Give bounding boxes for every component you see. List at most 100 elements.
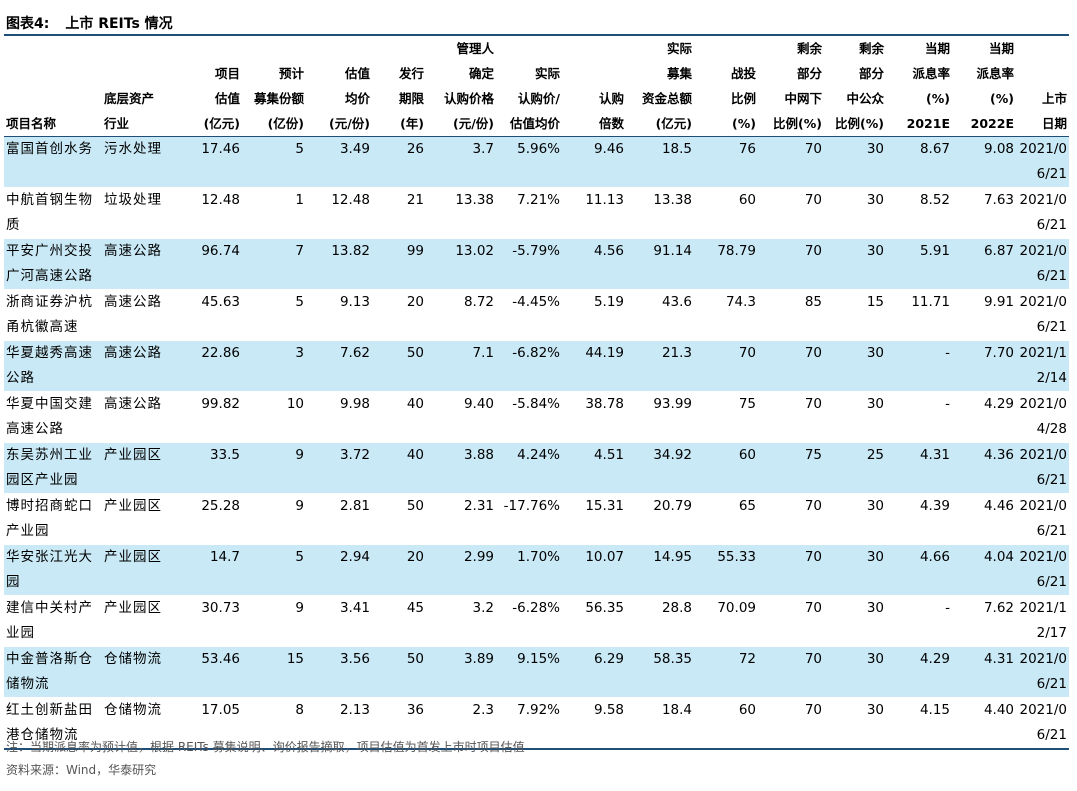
header-public-line: 比例(%) bbox=[835, 116, 884, 131]
table-title: 图表4: 上市 REITs 情况 bbox=[6, 13, 173, 33]
cell-yield21: 4.31 bbox=[886, 442, 952, 494]
cell-sub_price: 2.99 bbox=[426, 544, 496, 596]
header-name: 项目名称 bbox=[4, 36, 102, 137]
header-sub_ratio-line: 实际 bbox=[534, 66, 560, 81]
cell-industry: 产业园区 bbox=[102, 544, 180, 596]
cell-yield22: 4.04 bbox=[952, 544, 1016, 596]
cell-date: 2021/06/21 bbox=[1016, 646, 1069, 698]
cell-times: 56.35 bbox=[562, 595, 626, 647]
header-raised-line: 资金总额 bbox=[641, 91, 692, 106]
cell-term: 40 bbox=[372, 442, 426, 494]
cell-shares: 9 bbox=[242, 493, 306, 545]
cell-term: 50 bbox=[372, 493, 426, 545]
cell-shares: 5 bbox=[242, 136, 306, 188]
cell-shares: 9 bbox=[242, 595, 306, 647]
table-row: 中航首钢生物质 垃圾处理 12.48 1 12.48 21 13.38 7.21% 11.13 1… bbox=[4, 187, 1069, 239]
header-shares-line: 预计 bbox=[278, 66, 304, 81]
cell-valuation: 17.05 bbox=[180, 697, 242, 750]
cell-offline: 75 bbox=[758, 442, 824, 494]
table-row: 华安张江光大园 产业园区 14.7 5 2.94 20 2.99 1.70% 10.07 14.9… bbox=[4, 544, 1069, 596]
cell-raised: 21.3 bbox=[626, 340, 694, 392]
header-shares: 预计 募集份额 (亿份) bbox=[242, 36, 306, 137]
header-public-line: 部分 bbox=[858, 66, 884, 81]
header-sub_ratio: 实际 认购价/估值均价 bbox=[496, 36, 562, 137]
header-yield22: 当期 派息率 (%) 2022E bbox=[952, 36, 1016, 137]
cell-times: 38.78 bbox=[562, 391, 626, 443]
cell-yield21: 4.15 bbox=[886, 697, 952, 750]
cell-valuation: 33.5 bbox=[180, 442, 242, 494]
cell-raised: 28.8 bbox=[626, 595, 694, 647]
cell-avg_price: 2.13 bbox=[306, 697, 372, 750]
cell-shares: 8 bbox=[242, 697, 306, 750]
header-avg_price-line: (元/份) bbox=[329, 116, 370, 131]
header-date: 上市 日期 bbox=[1016, 36, 1069, 137]
cell-shares: 1 bbox=[242, 187, 306, 239]
cell-yield21: - bbox=[886, 391, 952, 443]
cell-shares: 9 bbox=[242, 442, 306, 494]
cell-yield21: 5.91 bbox=[886, 238, 952, 290]
header-offline-line: 部分 bbox=[796, 66, 822, 81]
cell-sub_price: 7.1 bbox=[426, 340, 496, 392]
header-sub_price-line: (元/份) bbox=[453, 116, 494, 131]
cell-industry: 高速公路 bbox=[102, 340, 180, 392]
cell-sub_price: 3.7 bbox=[426, 136, 496, 188]
cell-strategic: 72 bbox=[694, 646, 758, 698]
cell-name: 平安广州交投广河高速公路 bbox=[4, 238, 102, 290]
cell-public: 30 bbox=[824, 187, 886, 239]
cell-strategic: 70 bbox=[694, 340, 758, 392]
header-offline-line: 剩余 bbox=[796, 41, 822, 56]
cell-yield21: 8.52 bbox=[886, 187, 952, 239]
cell-yield22: 4.31 bbox=[952, 646, 1016, 698]
figure-title: 上市 REITs 情况 bbox=[65, 16, 173, 32]
cell-industry: 仓储物流 bbox=[102, 646, 180, 698]
cell-shares: 15 bbox=[242, 646, 306, 698]
cell-public: 30 bbox=[824, 595, 886, 647]
header-shares-line: (亿份) bbox=[267, 116, 304, 131]
cell-offline: 70 bbox=[758, 544, 824, 596]
cell-industry: 垃圾处理 bbox=[102, 187, 180, 239]
header-term: 发行 期限 (年) bbox=[372, 36, 426, 137]
header-valuation-line: (亿元) bbox=[203, 116, 240, 131]
header-valuation: 项目 估值 (亿元) bbox=[180, 36, 242, 137]
table-row: 浙商证券沪杭甬杭徽高速 高速公路 45.63 5 9.13 20 8.72 -4.45% 5.1… bbox=[4, 289, 1069, 341]
cell-public: 30 bbox=[824, 544, 886, 596]
cell-times: 6.29 bbox=[562, 646, 626, 698]
source-note: 资料来源：Wind，华泰研究 bbox=[6, 763, 157, 777]
cell-term: 40 bbox=[372, 391, 426, 443]
header-term-line: 发行 bbox=[398, 66, 424, 81]
cell-sub_ratio: -5.79% bbox=[496, 238, 562, 290]
cell-raised: 34.92 bbox=[626, 442, 694, 494]
cell-public: 15 bbox=[824, 289, 886, 341]
cell-avg_price: 13.82 bbox=[306, 238, 372, 290]
header-yield21: 当期 派息率 (%) 2021E bbox=[886, 36, 952, 137]
cell-industry: 污水处理 bbox=[102, 136, 180, 188]
cell-name: 中金普洛斯仓储物流 bbox=[4, 646, 102, 698]
header-yield21-line: 2021E bbox=[906, 116, 950, 131]
cell-offline: 70 bbox=[758, 238, 824, 290]
cell-term: 50 bbox=[372, 340, 426, 392]
cell-shares: 10 bbox=[242, 391, 306, 443]
cell-yield22: 7.70 bbox=[952, 340, 1016, 392]
header-industry: 底层资产 行业 bbox=[102, 36, 180, 137]
cell-yield21: 4.29 bbox=[886, 646, 952, 698]
header-date-line: 日期 bbox=[1041, 116, 1067, 131]
cell-date: 2021/06/21 bbox=[1016, 493, 1069, 545]
header-yield22-line: 派息率 bbox=[976, 66, 1014, 81]
cell-sub_ratio: 7.92% bbox=[496, 697, 562, 750]
cell-yield22: 4.40 bbox=[952, 697, 1016, 750]
header-sub_price: 管理人 确定 认购价格 (元/份) bbox=[426, 36, 496, 137]
cell-offline: 70 bbox=[758, 136, 824, 188]
cell-date: 2021/04/28 bbox=[1016, 391, 1069, 443]
cell-sub_ratio: 9.15% bbox=[496, 646, 562, 698]
cell-avg_price: 9.98 bbox=[306, 391, 372, 443]
header-name-line: 项目名称 bbox=[6, 116, 57, 131]
cell-yield22: 9.08 bbox=[952, 136, 1016, 188]
cell-sub_ratio: 1.70% bbox=[496, 544, 562, 596]
cell-shares: 3 bbox=[242, 340, 306, 392]
cell-term: 36 bbox=[372, 697, 426, 750]
header-avg_price-line: 均价 bbox=[344, 91, 370, 106]
cell-public: 30 bbox=[824, 391, 886, 443]
cell-shares: 5 bbox=[242, 544, 306, 596]
cell-sub_ratio: -6.82% bbox=[496, 340, 562, 392]
cell-industry: 产业园区 bbox=[102, 493, 180, 545]
